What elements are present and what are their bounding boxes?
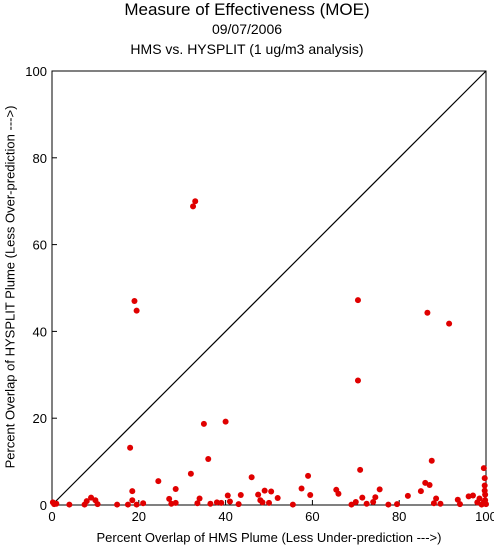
data-point <box>172 485 179 492</box>
data-point <box>476 495 483 502</box>
data-point <box>155 478 162 485</box>
data-point <box>370 498 377 505</box>
y-tick-label: 60 <box>33 238 47 253</box>
data-point <box>237 492 244 499</box>
data-point <box>129 488 136 495</box>
data-point <box>226 498 233 505</box>
data-point <box>222 418 229 425</box>
data-point <box>394 501 401 508</box>
data-point <box>192 198 199 205</box>
x-axis-label: Percent Overlap of HMS Plume (Less Under… <box>96 530 442 545</box>
data-point <box>205 455 212 462</box>
data-point <box>289 501 296 508</box>
y-tick-label: 40 <box>33 324 47 339</box>
data-point <box>133 307 140 314</box>
data-point <box>424 309 431 316</box>
data-point <box>298 485 305 492</box>
data-point <box>482 491 489 498</box>
data-point <box>94 501 101 508</box>
data-point <box>481 482 488 489</box>
data-point <box>166 495 173 502</box>
data-point <box>352 498 359 505</box>
data-point <box>261 487 268 494</box>
chart-subtitle: HMS vs. HYSPLIT (1 ug/m3 analysis) <box>130 41 364 57</box>
data-point <box>133 501 140 508</box>
y-tick-label: 80 <box>33 151 47 166</box>
data-point <box>49 499 56 506</box>
data-point <box>376 486 383 493</box>
data-point <box>456 501 463 508</box>
data-point <box>124 501 131 508</box>
data-point <box>66 501 73 508</box>
data-point <box>426 482 433 489</box>
data-point <box>433 495 440 502</box>
data-point <box>194 500 201 507</box>
data-point <box>417 488 424 495</box>
y-tick-label: 0 <box>40 498 47 513</box>
data-point <box>207 500 214 507</box>
data-point <box>357 466 364 473</box>
data-point <box>218 499 225 506</box>
data-point <box>348 501 355 508</box>
data-point <box>481 475 488 482</box>
data-point <box>430 500 437 507</box>
data-point <box>255 491 262 498</box>
x-tick-label: 80 <box>392 509 406 524</box>
data-point <box>224 492 231 499</box>
x-tick-label: 60 <box>305 509 319 524</box>
data-point <box>385 501 392 508</box>
x-tick-label: 0 <box>48 509 55 524</box>
data-point <box>196 495 203 502</box>
data-point <box>446 320 453 327</box>
data-point <box>469 492 476 499</box>
data-point <box>88 494 95 501</box>
data-point <box>307 492 314 499</box>
data-point <box>363 500 370 507</box>
data-point <box>480 499 487 506</box>
data-point <box>114 501 121 508</box>
data-point <box>404 492 411 499</box>
data-point <box>248 474 255 481</box>
data-point <box>127 444 134 451</box>
data-point <box>354 377 361 384</box>
data-point <box>190 203 197 210</box>
data-point <box>131 298 138 305</box>
data-point <box>354 297 361 304</box>
data-point <box>213 499 220 506</box>
data-point <box>305 472 312 479</box>
data-point <box>140 500 147 507</box>
data-point <box>187 470 194 477</box>
data-point <box>235 501 242 508</box>
y-tick-label: 100 <box>25 64 47 79</box>
data-point <box>172 499 179 506</box>
data-point <box>266 499 272 506</box>
data-point <box>83 498 90 505</box>
one-to-one-line <box>51 70 487 506</box>
data-point <box>129 497 136 504</box>
x-tick-label: 20 <box>132 509 146 524</box>
data-point <box>480 465 487 472</box>
data-point <box>372 494 379 501</box>
y-tick-label: 20 <box>33 411 47 426</box>
data-point <box>335 490 342 497</box>
data-point <box>200 420 207 427</box>
data-point <box>259 499 266 506</box>
data-point <box>428 457 435 464</box>
chart-date: 09/07/2006 <box>211 21 283 37</box>
data-point <box>274 495 281 502</box>
data-point <box>268 488 275 495</box>
data-point <box>359 494 366 501</box>
x-tick-label: 40 <box>218 509 232 524</box>
chart-title: Measure of Effectiveness (MOE) <box>124 0 370 19</box>
data-point <box>437 500 444 507</box>
y-axis-label: Percent Overlap of HYSPLIT Plume (Less O… <box>2 105 18 469</box>
x-tick-label: 100 <box>475 509 494 524</box>
